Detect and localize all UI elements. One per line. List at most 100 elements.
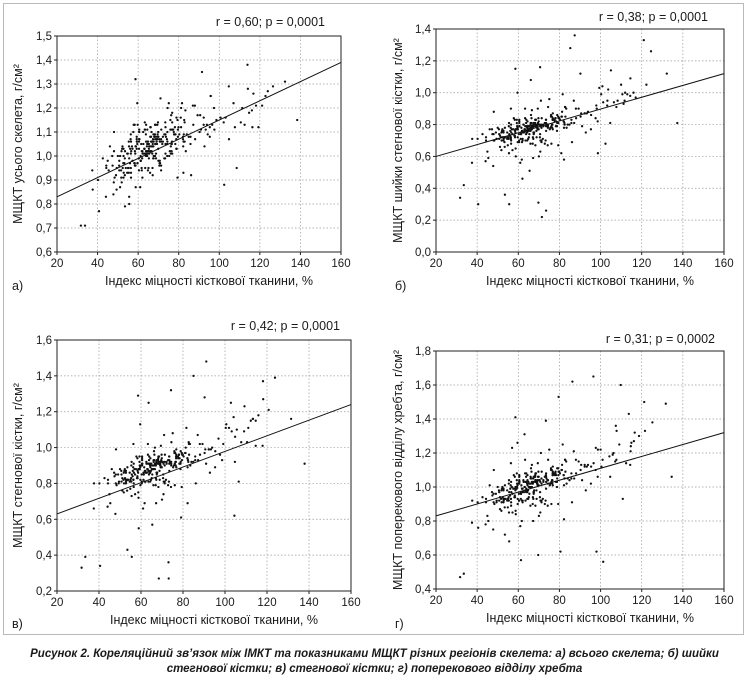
data-point <box>137 527 140 530</box>
data-point <box>579 115 582 118</box>
data-point <box>142 473 145 476</box>
data-point <box>137 140 141 143</box>
data-point <box>194 455 197 458</box>
data-point <box>164 126 167 129</box>
data-point <box>548 97 551 101</box>
data-point <box>200 70 204 74</box>
data-point <box>158 159 161 162</box>
data-point <box>629 77 632 80</box>
data-point <box>144 152 147 155</box>
data-point <box>175 466 178 469</box>
data-point <box>162 493 165 496</box>
data-point <box>132 123 135 126</box>
data-point <box>565 126 568 129</box>
data-point <box>179 126 183 129</box>
data-point <box>514 155 517 158</box>
x-axis-label: Індекс міцності кісткової тканини, % <box>110 613 318 627</box>
data-point <box>133 473 137 476</box>
data-point <box>570 121 573 125</box>
data-point <box>573 477 576 480</box>
data-point <box>533 475 536 478</box>
data-point <box>211 123 214 126</box>
data-point <box>523 458 527 461</box>
data-point <box>539 150 542 153</box>
data-point <box>507 496 510 499</box>
data-point <box>494 131 498 134</box>
y-tick-label: 1,2 <box>36 103 52 115</box>
data-point <box>642 38 645 42</box>
data-point <box>583 465 586 468</box>
data-point <box>146 169 150 172</box>
data-point <box>534 479 537 482</box>
data-point <box>506 144 509 147</box>
data-point <box>170 441 173 444</box>
data-point <box>544 209 548 212</box>
data-point <box>565 107 568 110</box>
data-point <box>546 504 549 507</box>
y-tick-label: 1,0 <box>36 151 52 163</box>
data-point <box>136 123 139 126</box>
data-point <box>135 140 139 143</box>
data-point <box>182 455 185 458</box>
data-point <box>202 116 205 119</box>
data-point <box>532 492 535 495</box>
data-point <box>178 457 181 460</box>
data-point <box>182 133 185 136</box>
data-point <box>106 159 109 162</box>
data-point <box>133 164 137 167</box>
data-point <box>615 458 618 461</box>
chart-panel-1: 20 40 60 80 100 120 140 160 0,6 0,7 0,8 0,9 1,0 1,1 1,… <box>11 15 351 293</box>
data-point <box>175 116 178 119</box>
data-point <box>198 442 201 446</box>
y-axis-label: МЩКТ шийки стегнової кістки, г/см² <box>391 38 405 243</box>
y-tick-label: 0,4 <box>36 550 53 562</box>
data-point <box>537 553 540 557</box>
data-point <box>541 137 544 141</box>
data-point <box>508 540 511 543</box>
data-point <box>191 104 195 107</box>
data-point <box>138 460 141 464</box>
data-point <box>154 462 157 465</box>
data-point <box>154 484 157 487</box>
data-point <box>132 482 135 485</box>
data-point <box>177 126 180 129</box>
data-point <box>133 493 137 496</box>
data-point <box>113 176 116 179</box>
data-point <box>209 94 212 98</box>
data-point <box>538 490 542 494</box>
data-point <box>509 107 513 110</box>
data-point <box>531 502 534 506</box>
data-point <box>510 490 513 494</box>
data-point <box>643 429 647 433</box>
data-point <box>146 453 150 456</box>
data-point <box>136 394 140 397</box>
data-point <box>592 462 595 465</box>
data-point <box>129 133 132 136</box>
data-point <box>503 484 507 487</box>
data-point <box>114 512 117 516</box>
data-point <box>122 176 125 179</box>
data-point <box>537 120 540 123</box>
data-point <box>146 128 149 131</box>
data-point <box>549 467 553 470</box>
data-point <box>537 514 541 518</box>
data-point <box>164 478 168 481</box>
data-point <box>488 484 491 487</box>
data-point <box>149 471 152 474</box>
data-point <box>296 118 299 122</box>
data-point <box>122 491 125 494</box>
data-point <box>150 462 153 465</box>
data-point <box>136 102 139 105</box>
data-point <box>510 485 514 489</box>
data-point <box>562 518 566 521</box>
data-point <box>539 499 542 502</box>
data-point <box>153 467 157 471</box>
data-point <box>159 460 162 464</box>
data-point <box>122 171 125 174</box>
data-point <box>492 501 495 504</box>
data-point <box>556 477 559 480</box>
data-point <box>518 482 521 485</box>
data-point <box>518 125 521 128</box>
data-point <box>186 502 189 505</box>
